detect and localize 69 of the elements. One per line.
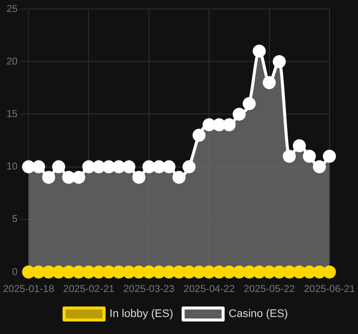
x-tick-label: 2025-06-21 — [304, 284, 356, 295]
point — [122, 160, 136, 174]
x-tick-label: 2025-02-21 — [63, 284, 115, 295]
y-tick-label: 15 — [6, 108, 18, 120]
point — [262, 76, 276, 90]
point — [112, 266, 126, 278]
point — [72, 170, 86, 184]
point — [102, 266, 116, 278]
point — [72, 266, 86, 278]
x-tick-label: 2025-03-23 — [123, 284, 175, 295]
point — [242, 266, 256, 278]
point — [272, 266, 286, 278]
point — [142, 160, 156, 174]
point — [162, 160, 176, 174]
point — [172, 266, 186, 278]
point — [152, 160, 166, 174]
point — [102, 160, 116, 174]
point — [212, 266, 226, 278]
point — [232, 266, 246, 278]
point — [132, 170, 146, 184]
point — [62, 170, 76, 184]
point — [302, 150, 316, 163]
y-tick-label: 5 — [12, 214, 18, 226]
point — [52, 266, 66, 278]
point — [242, 97, 256, 110]
point — [312, 266, 326, 278]
point — [112, 160, 126, 174]
point — [32, 160, 46, 174]
point — [32, 266, 46, 278]
point — [52, 160, 66, 174]
y-tick-label: 25 — [6, 4, 18, 15]
point — [172, 170, 186, 184]
x-tick-label: 2025-01-18 — [3, 284, 55, 295]
point — [152, 266, 166, 278]
legend-label: Casino (ES) — [228, 308, 288, 320]
point — [312, 160, 326, 174]
x-tick-label: 2025-05-22 — [244, 284, 296, 295]
y-tick-label: 0 — [12, 266, 18, 278]
point — [122, 266, 136, 278]
point — [92, 160, 106, 174]
point — [282, 266, 296, 278]
point — [252, 266, 266, 278]
point — [182, 160, 196, 174]
point — [92, 266, 106, 278]
point — [82, 160, 96, 174]
point — [282, 150, 296, 163]
point — [202, 118, 216, 132]
point — [322, 150, 336, 163]
point — [272, 55, 286, 68]
point — [42, 170, 56, 184]
x-tick-label: 2025-04-22 — [184, 284, 236, 295]
point — [302, 266, 316, 278]
point — [182, 266, 196, 278]
point — [62, 266, 76, 278]
y-tick-label: 10 — [6, 162, 18, 173]
point — [222, 118, 236, 132]
y-tick-label: 20 — [6, 56, 18, 68]
point — [232, 108, 246, 121]
point — [192, 128, 206, 142]
point — [162, 266, 176, 278]
point — [292, 139, 306, 152]
point — [292, 266, 306, 278]
point — [42, 266, 56, 278]
point — [192, 266, 206, 278]
legend-label: In lobby (ES) — [110, 308, 174, 320]
point — [222, 266, 236, 278]
point — [212, 118, 226, 132]
point — [252, 44, 266, 58]
point — [132, 266, 146, 278]
